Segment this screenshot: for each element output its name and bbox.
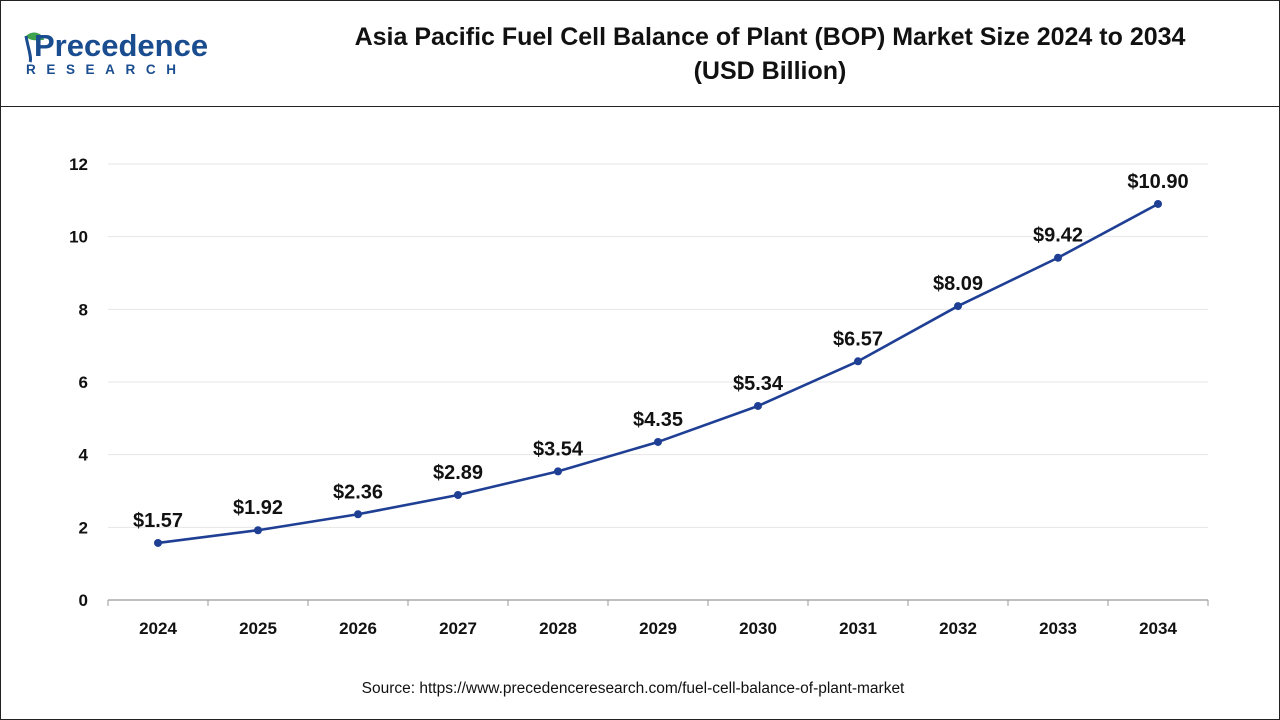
x-tick-label: 2029 xyxy=(639,619,677,638)
data-point xyxy=(654,437,662,446)
data-point xyxy=(154,538,162,547)
brand-logo: Precedence RESEARCH xyxy=(22,28,212,82)
x-tick-label: 2025 xyxy=(239,619,277,638)
y-tick-label: 8 xyxy=(79,300,88,319)
x-tick-label: 2030 xyxy=(739,619,777,638)
y-tick-label: 6 xyxy=(79,373,88,392)
header: Precedence RESEARCH Asia Pacific Fuel Ce… xyxy=(0,0,1280,107)
data-point xyxy=(1054,253,1062,262)
data-label: $6.57 xyxy=(833,328,883,350)
y-tick-label: 2 xyxy=(79,518,88,537)
y-tick-label: 12 xyxy=(69,155,88,174)
data-label: $10.90 xyxy=(1127,171,1188,193)
x-tick-label: 2024 xyxy=(139,619,177,638)
y-tick-label: 4 xyxy=(79,446,89,465)
data-label: $2.89 xyxy=(433,462,483,484)
logo-wordmark: Precedence xyxy=(34,28,209,63)
series-line xyxy=(157,202,1159,545)
data-label: $4.35 xyxy=(633,409,683,431)
data-label: $8.09 xyxy=(933,273,983,295)
data-point xyxy=(254,526,262,535)
data-point xyxy=(754,401,762,410)
data-label: $2.36 xyxy=(333,481,383,503)
x-tick-label: 2034 xyxy=(1139,619,1177,638)
y-tick-label: 10 xyxy=(69,228,88,247)
leaf-icon xyxy=(24,32,44,63)
x-tick-label: 2031 xyxy=(839,619,877,638)
data-label: $9.42 xyxy=(1033,225,1083,247)
x-tick-label: 2028 xyxy=(539,619,577,638)
x-tick-label: 2027 xyxy=(439,619,477,638)
data-point xyxy=(854,357,862,366)
data-point xyxy=(554,467,562,476)
x-tick-label: 2032 xyxy=(939,619,977,638)
data-label: $3.54 xyxy=(533,438,584,460)
data-label: $1.92 xyxy=(233,497,283,519)
data-point xyxy=(354,510,362,519)
data-label: $1.57 xyxy=(133,510,183,532)
data-point xyxy=(454,490,462,499)
logo-subtitle: RESEARCH xyxy=(26,62,187,77)
chart-title-line1: Asia Pacific Fuel Cell Balance of Plant … xyxy=(354,23,1186,51)
data-label: $5.34 xyxy=(733,373,784,395)
y-tick-label: 0 xyxy=(79,591,88,610)
x-tick-label: 2026 xyxy=(339,619,377,638)
chart-title-line2: (USD Billion) xyxy=(693,57,847,85)
x-tick-label: 2033 xyxy=(1039,619,1077,638)
chart-title: Asia Pacific Fuel Cell Balance of Plant … xyxy=(270,20,1270,88)
data-point xyxy=(1154,199,1162,208)
data-point xyxy=(954,302,962,311)
source-note: Source: https://www.precedenceresearch.c… xyxy=(361,680,905,697)
